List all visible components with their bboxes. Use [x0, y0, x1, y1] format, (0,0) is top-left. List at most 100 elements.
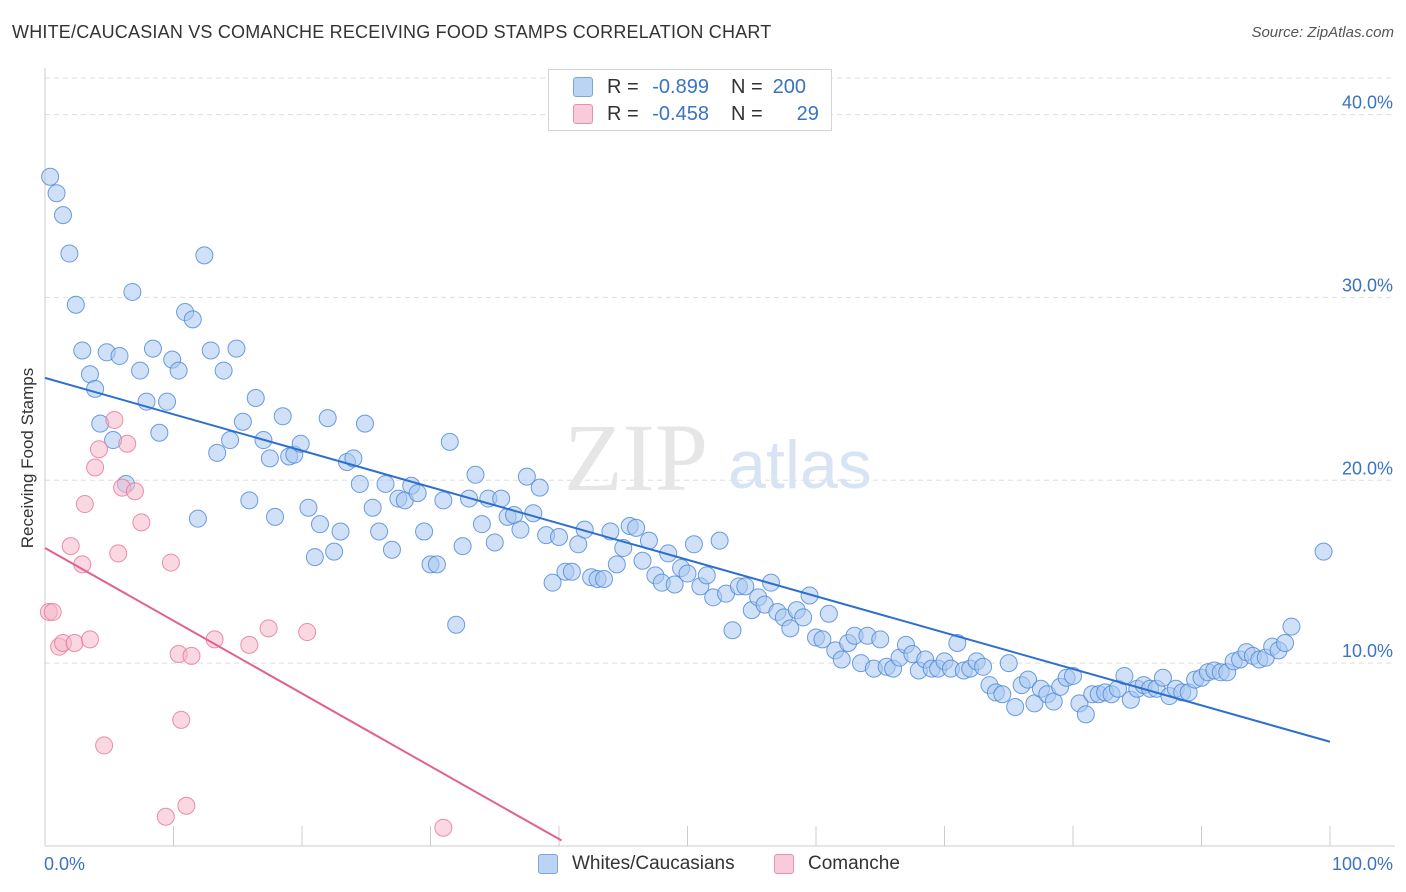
- comanche-point: [43, 602, 62, 621]
- white-point: [123, 282, 142, 301]
- white-point: [550, 527, 568, 546]
- white-point: [434, 491, 453, 510]
- white-point: [999, 654, 1018, 673]
- legend-r-value: -0.458: [652, 102, 709, 125]
- y-tick-label: 10.0%: [1342, 641, 1393, 661]
- white-point: [227, 339, 246, 358]
- white-point: [832, 650, 851, 669]
- legend-r-label: R =: [607, 102, 639, 125]
- legend-n-value: 200: [772, 75, 807, 98]
- white-point: [350, 474, 369, 493]
- white-point: [466, 465, 485, 484]
- white-point: [246, 389, 265, 407]
- legend-swatch-comanche: [573, 104, 593, 124]
- white-point: [736, 577, 755, 596]
- comanche-point: [177, 796, 196, 815]
- white-point: [871, 630, 890, 649]
- white-point: [208, 443, 227, 462]
- white-point: [344, 449, 363, 468]
- white-point: [627, 518, 646, 537]
- white-point: [260, 449, 279, 468]
- white-point: [1019, 670, 1038, 689]
- bottom-legend-swatch-white: [538, 854, 558, 874]
- x-tick-label: 100.0%: [1332, 854, 1393, 874]
- white-point: [562, 562, 581, 581]
- white-point: [382, 540, 401, 559]
- white-point: [221, 431, 240, 450]
- white-point: [794, 608, 813, 627]
- white-point: [665, 575, 684, 594]
- white-point: [684, 535, 703, 554]
- white-point: [195, 246, 214, 265]
- legend-swatch-white: [573, 77, 593, 97]
- white-point: [233, 412, 252, 431]
- bottom-legend-white: Whites/Caucasians: [538, 852, 735, 876]
- bottom-legend-label-comanche: Comanche: [808, 853, 900, 874]
- chart-title: WHITE/CAUCASIAN VS COMANCHE RECEIVING FO…: [12, 22, 772, 42]
- white-trend-line: [44, 376, 1331, 743]
- white-point: [169, 361, 188, 380]
- y-tick-label: 40.0%: [1342, 93, 1393, 113]
- white-point: [240, 491, 259, 510]
- white-point: [1282, 617, 1301, 636]
- comanche-point: [95, 736, 114, 755]
- comanche-point: [259, 619, 278, 638]
- white-point: [1064, 666, 1082, 685]
- comanche-point: [298, 623, 317, 642]
- white-point: [485, 533, 504, 552]
- white-point: [697, 566, 716, 585]
- bottom-legend-label-white: Whites/Caucasians: [572, 853, 735, 874]
- legend-n-value: 29: [796, 102, 819, 125]
- comanche-point: [240, 635, 259, 654]
- white-point: [214, 361, 233, 380]
- white-point: [819, 604, 838, 623]
- white-point: [447, 615, 466, 634]
- white-point: [543, 573, 562, 592]
- legend-row-comanche: R = -0.458 N = 29: [573, 102, 819, 126]
- white-point: [131, 361, 150, 380]
- white-point: [1006, 698, 1025, 717]
- legend-n-label: N =: [730, 102, 763, 125]
- white-point: [530, 478, 549, 497]
- white-point: [594, 570, 613, 589]
- bottom-legend-comanche: Comanche: [774, 852, 900, 876]
- white-point: [291, 434, 310, 453]
- comanche-point: [434, 818, 453, 837]
- white-point: [201, 341, 220, 360]
- white-point: [53, 206, 72, 225]
- white-point: [41, 167, 60, 186]
- white-point: [73, 341, 92, 360]
- comanche-point: [89, 440, 108, 459]
- comanche-point: [125, 482, 144, 501]
- white-point: [948, 634, 967, 653]
- white-point: [601, 522, 620, 541]
- white-point: [355, 414, 374, 433]
- white-point: [66, 295, 85, 314]
- white-point: [800, 586, 819, 605]
- comanche-point: [182, 646, 201, 665]
- legend-r-label: R =: [607, 75, 639, 98]
- white-point: [60, 244, 79, 263]
- axes: 10.0% 20.0% 30.0% 40.0% 0.0% 100.0%: [44, 68, 1395, 874]
- comanche-point: [80, 630, 99, 649]
- white-point: [723, 621, 742, 640]
- comanche-point: [172, 710, 191, 729]
- white-point: [440, 432, 459, 451]
- y-tick-label: 30.0%: [1342, 275, 1393, 295]
- comanche-point: [118, 434, 137, 453]
- white-point: [607, 555, 626, 574]
- white-point: [188, 509, 207, 528]
- white-point: [310, 515, 329, 534]
- trend-lines: [44, 376, 1331, 842]
- white-point: [363, 498, 382, 517]
- white-point: [415, 522, 434, 541]
- white-point: [710, 531, 729, 550]
- watermark-atlas: atlas: [728, 427, 872, 503]
- white-point: [318, 409, 337, 428]
- comanche-point: [73, 555, 92, 574]
- white-point: [150, 423, 169, 442]
- white-point: [183, 310, 202, 329]
- bottom-legend-swatch-comanche: [774, 854, 794, 874]
- white-point: [86, 379, 105, 398]
- white-point: [1076, 705, 1095, 724]
